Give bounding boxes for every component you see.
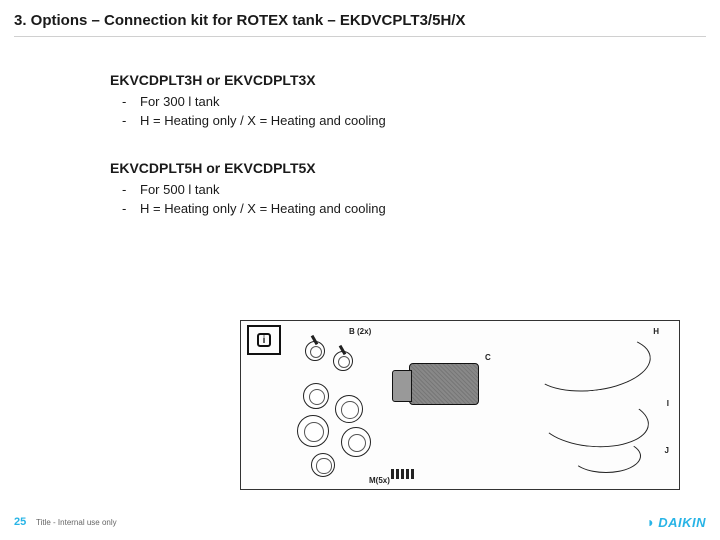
bullet-text: For 300 l tank: [140, 94, 220, 109]
manual-icon: i: [247, 325, 281, 355]
bullet-row: - For 500 l tank: [110, 182, 670, 197]
section-heading-1: EKVCDPLT3H or EKVCDPLT3X: [110, 72, 670, 88]
diagram-label-h: H: [653, 327, 659, 336]
bullet-row: - For 300 l tank: [110, 94, 670, 109]
diagram-label-j: J: [665, 446, 669, 455]
bullet-dash: -: [122, 113, 140, 128]
parts-diagram: i B (2x) C H I J M(5x): [240, 320, 680, 490]
bullet-text: H = Heating only / X = Heating and cooli…: [140, 201, 386, 216]
slide-title: 3. Options – Connection kit for ROTEX ta…: [14, 12, 465, 29]
actuator-icon: [409, 363, 479, 405]
brand-logo: ◗ DAIKIN: [647, 514, 706, 530]
diagram-label-m: M(5x): [369, 476, 390, 485]
bullet-text: H = Heating only / X = Heating and cooli…: [140, 113, 386, 128]
daikin-swoosh-icon: ◗: [647, 514, 655, 530]
brand-text: DAIKIN: [658, 515, 706, 530]
bullet-text: For 500 l tank: [140, 182, 220, 197]
screws-icon: [391, 469, 414, 479]
diagram-label-b: B (2x): [349, 327, 371, 336]
diagram-label-i: I: [667, 399, 669, 408]
page-number: 25: [14, 516, 26, 528]
bullet-dash: -: [122, 182, 140, 197]
title-underline: [14, 36, 706, 37]
diagram-label-c: C: [485, 353, 491, 362]
bullet-dash: -: [122, 94, 140, 109]
bullet-dash: -: [122, 201, 140, 216]
footer-note: Title - Internal use only: [36, 518, 117, 527]
bullet-row: - H = Heating only / X = Heating and coo…: [110, 113, 670, 128]
content-block: EKVCDPLT3H or EKVCDPLT3X - For 300 l tan…: [110, 72, 670, 220]
section-heading-2: EKVCDPLT5H or EKVCDPLT5X: [110, 160, 670, 176]
bullet-row: - H = Heating only / X = Heating and coo…: [110, 201, 670, 216]
